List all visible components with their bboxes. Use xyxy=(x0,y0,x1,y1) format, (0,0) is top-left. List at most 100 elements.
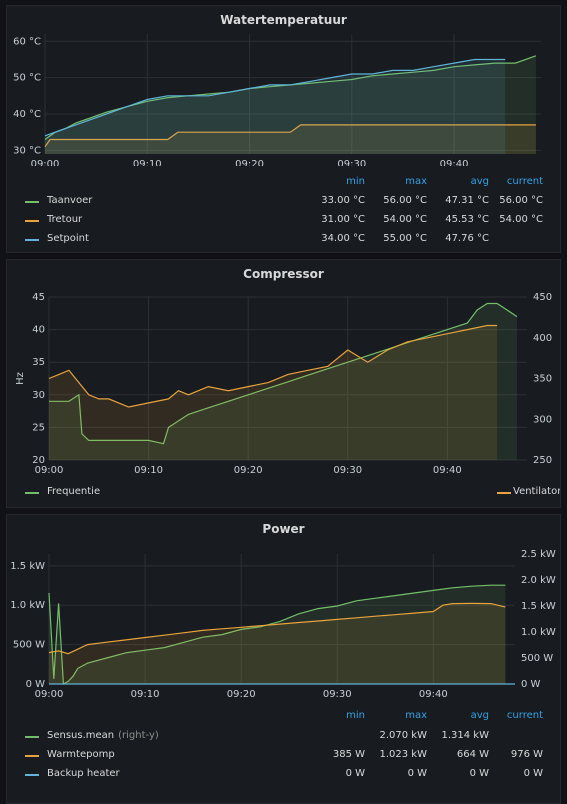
x-tick-label: 09:10 xyxy=(133,159,162,166)
legend-min: 33.00 °C xyxy=(321,195,365,206)
legend-header-avg[interactable]: avg xyxy=(470,710,489,721)
y2-tick-label: 2.5 kW xyxy=(521,549,556,560)
legend-header-min[interactable]: min xyxy=(346,710,365,721)
legend-swatch xyxy=(25,755,39,757)
panel-title[interactable]: Power xyxy=(262,522,305,536)
series-line xyxy=(44,124,536,148)
legend-header-min[interactable]: min xyxy=(346,176,365,187)
legend-header-avg[interactable]: avg xyxy=(470,176,489,187)
chart-watertemperatuur: 30 °C 40 °C 50 °C 60 °C 09:00 09:10 09:20 09:30… xyxy=(13,34,541,166)
legend-current: 976 W xyxy=(510,749,543,760)
series-area xyxy=(49,603,506,684)
series-line xyxy=(44,58,506,137)
legend-max: 55.00 °C xyxy=(383,233,427,244)
panel-power: Power 0 W 500 W 1.0 kW 1.5 kW 0 W 500 W 1.0 kW… xyxy=(6,514,561,804)
legend-swatch xyxy=(25,220,39,222)
legend-header-max[interactable]: max xyxy=(405,176,427,187)
legend-avg: 0 W xyxy=(469,768,489,779)
x-tick-label: 09:00 xyxy=(31,159,60,166)
legend-series-name: Ventilator xyxy=(513,486,561,497)
panel-title[interactable]: Compressor xyxy=(243,267,324,281)
y-tick-label: 500 W xyxy=(13,640,45,651)
x-tick-label: 09:30 xyxy=(323,689,352,700)
legend-header-max[interactable]: max xyxy=(405,710,427,721)
series-area xyxy=(49,325,498,460)
legend-avg: 47.76 °C xyxy=(445,233,489,244)
legend-swatch xyxy=(25,239,39,241)
legend-avg: 47.31 °C xyxy=(445,195,489,206)
series-line xyxy=(44,55,537,140)
x-tick-label: 09:30 xyxy=(333,465,362,476)
legend-row-tretour[interactable]: Tretour 31.00 °C 54.00 °C 45.53 °C 54.00… xyxy=(7,212,560,230)
legend-min: 385 W xyxy=(332,749,365,760)
legend-row-backup-heater[interactable]: Backup heater 0 W 0 W 0 W 0 W xyxy=(7,766,560,784)
y-tick-label: 30 xyxy=(32,390,45,401)
y-tick-label: 35 xyxy=(32,357,45,368)
panel-watertemperatuur: Watertemperatuur 30 °C 40 °C 50 °C 60 °C 09:… xyxy=(6,5,561,253)
legend-max: 0 W xyxy=(407,768,427,779)
legend-row-taanvoer[interactable]: Taanvoer 33.00 °C 56.00 °C 47.31 °C 56.0… xyxy=(7,193,560,211)
legend-min: 31.00 °C xyxy=(321,214,365,225)
y2-tick-label: 1.0 kW xyxy=(521,627,556,638)
y-tick-label: 30 °C xyxy=(13,145,41,156)
legend-min: 0 W xyxy=(345,768,365,779)
series-area xyxy=(45,59,506,154)
legend-max: 56.00 °C xyxy=(383,195,427,206)
series-line xyxy=(48,602,506,655)
x-tick-label: 09:10 xyxy=(134,465,163,476)
legend-swatch xyxy=(25,492,39,494)
series-area xyxy=(49,303,517,460)
legend-max: 54.00 °C xyxy=(383,214,427,225)
legend-series-name: Frequentie xyxy=(47,486,101,497)
x-tick-label: 09:00 xyxy=(35,465,64,476)
legend-series-name: Warmtepomp xyxy=(47,749,115,760)
y-tick-label: 0 W xyxy=(26,679,46,690)
legend-max: 1.023 kW xyxy=(379,749,428,760)
legend-series-name: Tretour xyxy=(47,214,83,225)
series-line xyxy=(49,302,518,445)
y-tick-label: 1.5 kW xyxy=(10,561,45,572)
legend-max: 2.070 kW xyxy=(379,730,428,741)
x-tick-label: 09:20 xyxy=(227,689,256,700)
panel-title[interactable]: Watertemperatuur xyxy=(220,13,347,27)
y-tick-label: 20 xyxy=(32,455,45,466)
legend-row-warmtepomp[interactable]: Warmtepomp 385 W 1.023 kW 664 W 976 W xyxy=(7,747,560,765)
chart-compressor: 20 25 30 35 40 45 250 300 350 400 450 09:00 09:10 09:… xyxy=(15,292,552,476)
x-tick-label: 09:00 xyxy=(35,689,64,700)
y-tick-label: 60 °C xyxy=(13,36,41,47)
x-tick-label: 09:40 xyxy=(433,465,462,476)
panel-compressor: Compressor 20 25 30 35 40 45 250 300 350 400 450 09… xyxy=(6,259,561,508)
y-tick-label: 45 xyxy=(32,292,45,303)
y2-tick-label: 450 xyxy=(533,292,552,303)
y-tick-label: 40 xyxy=(32,325,45,336)
y-axis-label: Hz xyxy=(15,372,26,385)
legend-row-frequentie[interactable]: Frequentie xyxy=(7,484,560,502)
legend-avg: 664 W xyxy=(456,749,489,760)
series-area xyxy=(45,124,536,154)
y-tick-label: 25 xyxy=(32,422,45,433)
y2-tick-label: 500 W xyxy=(521,653,553,664)
y-tick-label: 1.0 kW xyxy=(10,600,45,611)
x-tick-label: 09:40 xyxy=(440,159,469,166)
legend-series-name: Setpoint xyxy=(47,233,89,244)
legend-swatch xyxy=(497,492,511,494)
series-line xyxy=(48,324,498,408)
y2-tick-label: 350 xyxy=(533,374,552,385)
legend-series-name: Taanvoer xyxy=(47,195,93,206)
legend-swatch xyxy=(25,774,39,776)
legend-min: 34.00 °C xyxy=(321,233,365,244)
y2-tick-label: 400 xyxy=(533,333,552,344)
legend-header-current[interactable]: current xyxy=(506,710,543,721)
x-tick-label: 09:20 xyxy=(235,159,264,166)
y-tick-label: 50 °C xyxy=(13,73,41,84)
y2-tick-label: 1.5 kW xyxy=(521,601,556,612)
chart-power: 0 W 500 W 1.0 kW 1.5 kW 0 W 500 W 1.0 kW 1.5 kW… xyxy=(10,549,556,700)
legend-swatch xyxy=(25,736,39,738)
x-tick-label: 09:30 xyxy=(337,159,366,166)
legend-row-setpoint[interactable]: Setpoint 34.00 °C 55.00 °C 47.76 °C xyxy=(7,231,560,249)
legend-row-sensus-mean[interactable]: Sensus.mean (right-y) 2.070 kW 1.314 kW xyxy=(7,728,560,746)
legend-series-name: Sensus.mean (right-y) xyxy=(47,730,159,741)
legend-row-ventilator[interactable]: Ventilator xyxy=(7,484,560,502)
legend-header-current[interactable]: current xyxy=(506,176,543,187)
legend-current: 56.00 °C xyxy=(499,195,543,206)
